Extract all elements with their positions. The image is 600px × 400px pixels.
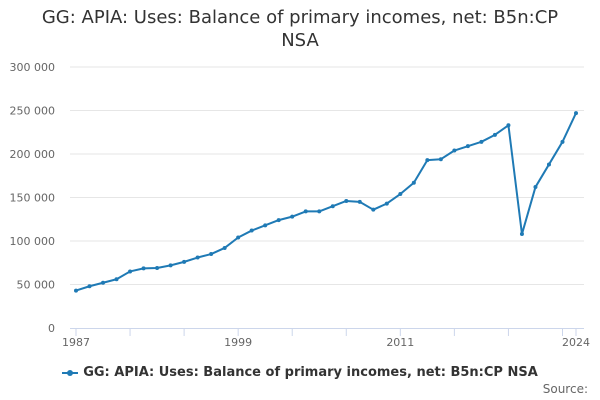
x-tick-label: 2011 [386,336,414,349]
credits[interactable]: Source: [542,382,588,396]
data-point[interactable] [87,284,92,289]
data-point[interactable] [330,204,335,209]
data-point[interactable] [560,139,565,144]
data-point[interactable] [101,280,106,285]
data-point[interactable] [506,123,511,128]
data-point[interactable] [128,269,133,274]
data-point[interactable] [479,139,484,144]
x-axis-labels: 1987 1999 2011 2024 [62,336,590,349]
data-point[interactable] [344,198,349,203]
data-point[interactable] [398,192,403,197]
data-point[interactable] [263,223,268,228]
x-tick-label: 1987 [62,336,90,349]
data-point[interactable] [371,207,376,212]
y-tick-label: 100 000 [10,235,56,248]
chart-title: GG: APIA: Uses: Balance of primary incom… [0,6,600,52]
data-point[interactable] [114,277,119,282]
data-point[interactable] [317,209,322,214]
data-point[interactable] [546,162,551,167]
data-point[interactable] [155,265,160,270]
chart-title-line-1: GG: APIA: Uses: Balance of primary incom… [41,7,559,28]
data-point[interactable] [236,235,241,240]
data-point[interactable] [141,266,146,271]
y-tick-label: 200 000 [10,148,56,161]
data-point[interactable] [425,158,430,163]
data-point[interactable] [222,245,227,250]
data-point[interactable] [303,209,308,214]
data-point[interactable] [182,259,187,264]
y-tick-label: 300 000 [10,61,56,74]
data-point[interactable] [74,288,78,293]
data-point[interactable] [574,111,578,116]
legend[interactable]: GG: APIA: Uses: Balance of primary incom… [0,365,600,380]
data-point[interactable] [290,214,295,219]
data-point[interactable] [438,157,443,162]
data-point[interactable] [195,255,200,260]
data-point[interactable] [384,201,389,206]
legend-label: GG: APIA: Uses: Balance of primary incom… [83,365,538,380]
data-point[interactable] [533,185,538,190]
data-point[interactable] [168,263,173,268]
series-layer [74,111,578,293]
y-tick-label: 150 000 [10,192,56,205]
data-point[interactable] [411,180,416,185]
data-point[interactable] [209,252,214,257]
x-tick-label: 1999 [224,336,252,349]
legend-swatch [62,368,79,378]
x-axis [70,328,584,336]
data-point[interactable] [465,144,470,149]
chart-title-line-2: NSA [281,30,319,51]
y-tick-label: 0 [48,322,55,335]
data-point[interactable] [492,132,497,137]
grid-lines [70,66,584,285]
y-tick-label: 250 000 [10,105,56,118]
x-tick-label: 2024 [562,336,590,349]
data-point[interactable] [357,199,362,204]
data-point[interactable] [519,232,524,237]
y-tick-label: 50 000 [17,279,56,292]
data-point[interactable] [249,228,254,233]
data-point[interactable] [452,148,457,153]
data-point[interactable] [276,218,281,223]
y-axis-labels: 0 50 000 100 000 150 000 200 000 250 000 300 0… [10,61,56,335]
series-line[interactable] [75,112,577,292]
